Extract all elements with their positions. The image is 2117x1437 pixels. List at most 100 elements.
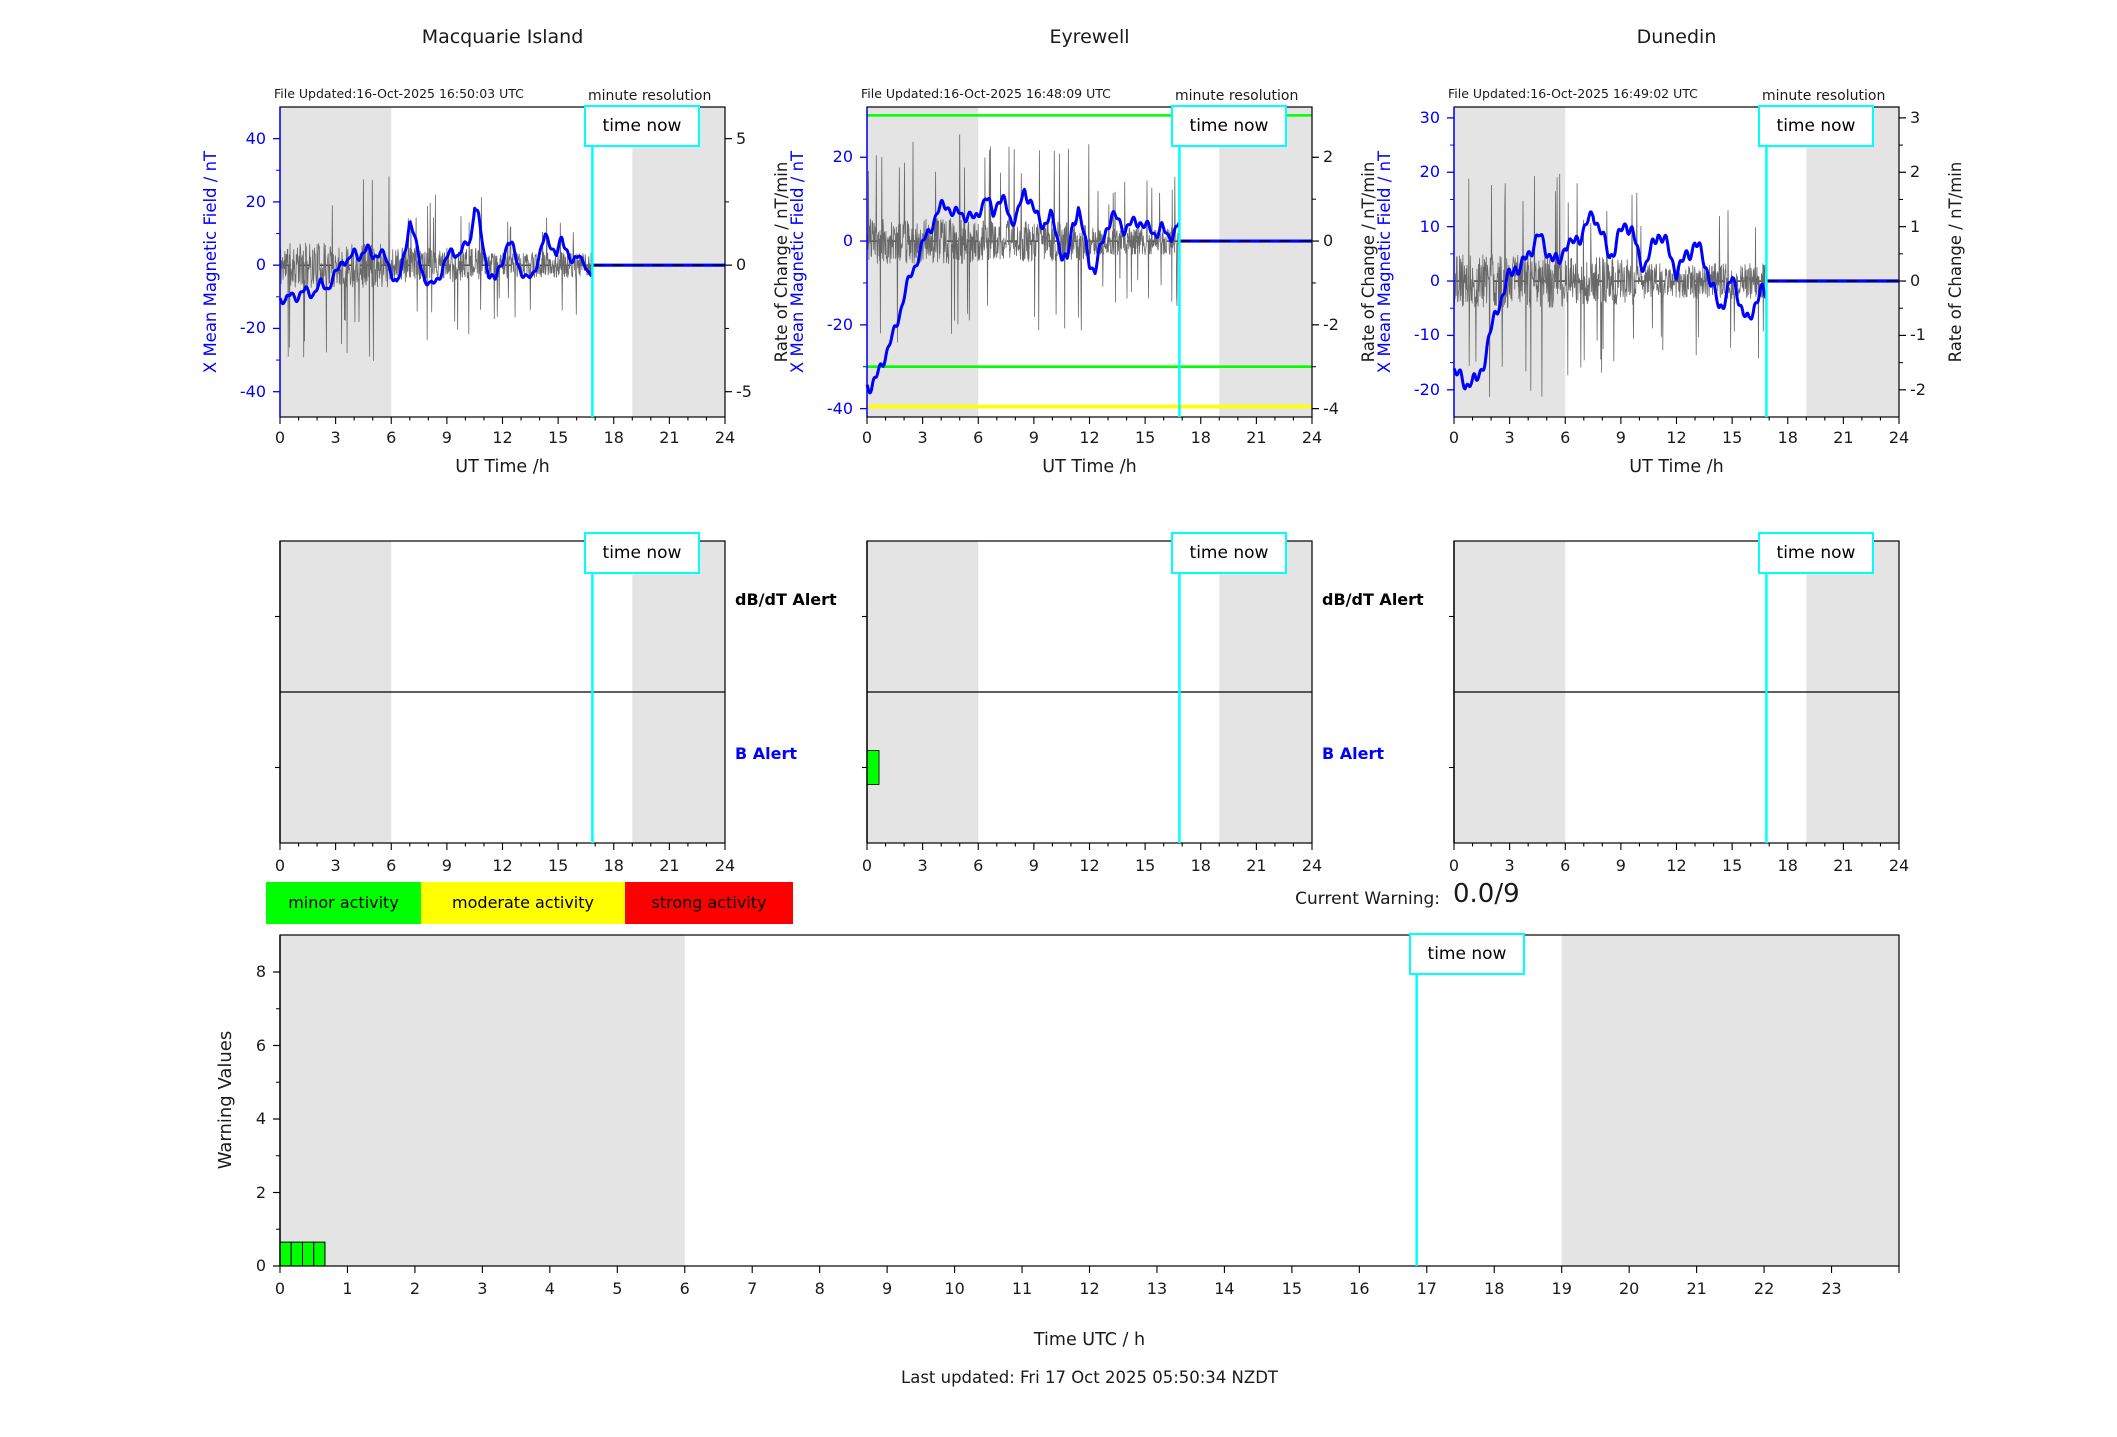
- y-right-tick-label: 2: [1910, 162, 1921, 182]
- time-now-box: time now: [1758, 532, 1874, 574]
- warning-bar: [279, 1241, 292, 1267]
- y-left-tick-label: -40: [239, 381, 266, 401]
- time-now-label: time now: [1189, 116, 1269, 136]
- y-right-tick-label: 1: [1910, 216, 1921, 236]
- dbdt-alert-row-label: dB/dT Alert: [735, 590, 837, 609]
- x-tick-label: 21: [659, 856, 680, 875]
- x-tick-label: 0: [1448, 856, 1460, 875]
- x-tick-label: 24: [1301, 428, 1323, 447]
- y-left-tick-label: 0: [1429, 271, 1440, 291]
- chart-title: Eyrewell: [1049, 26, 1130, 48]
- x-axis-label: UT Time /h: [455, 457, 550, 477]
- dbdt-alert-row-label: dB/dT Alert: [1322, 590, 1424, 609]
- y-right-tick-label: -2: [1910, 379, 1926, 399]
- x-tick-label: 6: [386, 428, 397, 447]
- night-shading-rect: [1454, 107, 1566, 417]
- night-shading-rect: [632, 107, 725, 417]
- x-tick-label: 11: [1011, 1279, 1033, 1298]
- time-now-label: time now: [602, 116, 682, 136]
- y-left-tick-label: 0: [255, 255, 266, 275]
- x-tick-label: 18: [1777, 428, 1798, 447]
- time-now-label: time now: [1427, 944, 1507, 964]
- x-tick-label: 18: [1484, 1279, 1505, 1298]
- y-tick-label: 0: [255, 1256, 266, 1275]
- warning-y-axis-label: Warning Values: [215, 1030, 236, 1170]
- x-tick-label: 22: [1753, 1279, 1775, 1298]
- night-shading-rect: [1561, 935, 1899, 1266]
- x-tick-label: 2: [409, 1279, 420, 1298]
- x-tick-label: 15: [1281, 1279, 1303, 1298]
- x-tick-label: 21: [1833, 428, 1854, 447]
- chart-title: Dunedin: [1636, 26, 1717, 48]
- x-tick-label: 12: [1666, 856, 1687, 875]
- x-tick-label: 14: [1214, 1279, 1235, 1298]
- time-now-box: time now: [584, 105, 700, 147]
- x-tick-label: 15: [1134, 428, 1156, 447]
- night-shading-rect: [280, 935, 685, 1266]
- warning-x-axis-label: Time UTC / h: [1033, 1330, 1146, 1350]
- legend-moderate-activity: moderate activity: [421, 882, 625, 924]
- rate-of-change-series: [279, 176, 593, 361]
- time-now-box: time now: [1758, 105, 1874, 147]
- x-tick-label: 24: [1301, 856, 1323, 875]
- x-tick-label: 3: [917, 856, 928, 875]
- warning-bar: [313, 1241, 326, 1267]
- minute-resolution-label: minute resolution: [588, 88, 712, 104]
- current-warning-value: 0.0/9: [1453, 879, 1520, 909]
- x-tick-label: 17: [1416, 1279, 1437, 1298]
- y-right-tick-label: 5: [736, 128, 747, 148]
- x-tick-label: 12: [1079, 1279, 1100, 1298]
- alert-event-bar: [866, 750, 880, 785]
- time-now-box: time now: [1171, 105, 1287, 147]
- x-tick-label: 10: [944, 1279, 965, 1298]
- x-tick-label: 21: [659, 428, 680, 447]
- y-left-tick-label: 0: [842, 231, 853, 251]
- x-tick-label: 12: [1079, 856, 1100, 875]
- x-tick-label: 24: [1888, 856, 1910, 875]
- x-tick-label: 3: [330, 856, 341, 875]
- rate-of-change-series: [866, 134, 1180, 343]
- x-tick-label: 15: [547, 428, 569, 447]
- x-tick-label: 0: [274, 856, 286, 875]
- x-tick-label: 0: [1448, 428, 1460, 447]
- x-tick-label: 15: [1721, 856, 1743, 875]
- x-tick-label: 6: [973, 428, 984, 447]
- x-tick-label: 6: [973, 856, 984, 875]
- x-tick-label: 6: [386, 856, 397, 875]
- y-left-tick-label: 40: [245, 128, 266, 148]
- x-tick-label: 7: [747, 1279, 758, 1298]
- x-tick-label: 23: [1821, 1279, 1842, 1298]
- x-tick-label: 24: [1888, 428, 1910, 447]
- b-alert-row-label: B Alert: [735, 744, 798, 763]
- x-tick-label: 6: [1560, 428, 1571, 447]
- x-tick-label: 12: [1666, 428, 1687, 447]
- x-tick-label: 18: [603, 856, 624, 875]
- x-tick-label: 24: [714, 428, 736, 447]
- x-tick-label: 4: [544, 1279, 555, 1298]
- time-now-box: time now: [1409, 933, 1525, 975]
- last-updated-label: Last updated: Fri 17 Oct 2025 05:50:34 N…: [901, 1368, 1278, 1387]
- y-right-tick-label: -1: [1910, 325, 1926, 345]
- current-warning-label: Current Warning:: [1295, 889, 1440, 909]
- y-left-tick-label: -20: [1413, 379, 1440, 399]
- y-right-tick-label: -4: [1323, 398, 1339, 418]
- y-tick-label: 8: [255, 962, 266, 981]
- x-tick-label: 3: [1504, 856, 1515, 875]
- x-tick-label: 24: [714, 856, 736, 875]
- y-left-tick-label: -20: [239, 318, 266, 338]
- y-right-tick-label: -5: [736, 381, 752, 401]
- x-tick-label: 16: [1349, 1279, 1370, 1298]
- x-tick-label: 19: [1551, 1279, 1572, 1298]
- y-left-tick-label: 20: [1419, 162, 1440, 182]
- legend-strong-activity: strong activity: [625, 882, 793, 924]
- y-right-tick-label: -2: [1323, 314, 1339, 334]
- x-tick-label: 13: [1146, 1279, 1168, 1298]
- y-tick-label: 6: [255, 1035, 266, 1055]
- time-now-label: time now: [1776, 116, 1856, 136]
- x-tick-label: 1: [342, 1279, 353, 1298]
- y-right-tick-label: 0: [1910, 271, 1921, 291]
- x-tick-label: 3: [1504, 428, 1515, 447]
- minute-resolution-label: minute resolution: [1175, 88, 1299, 104]
- x-tick-label: 9: [441, 428, 452, 447]
- chart-title: Macquarie Island: [421, 26, 584, 48]
